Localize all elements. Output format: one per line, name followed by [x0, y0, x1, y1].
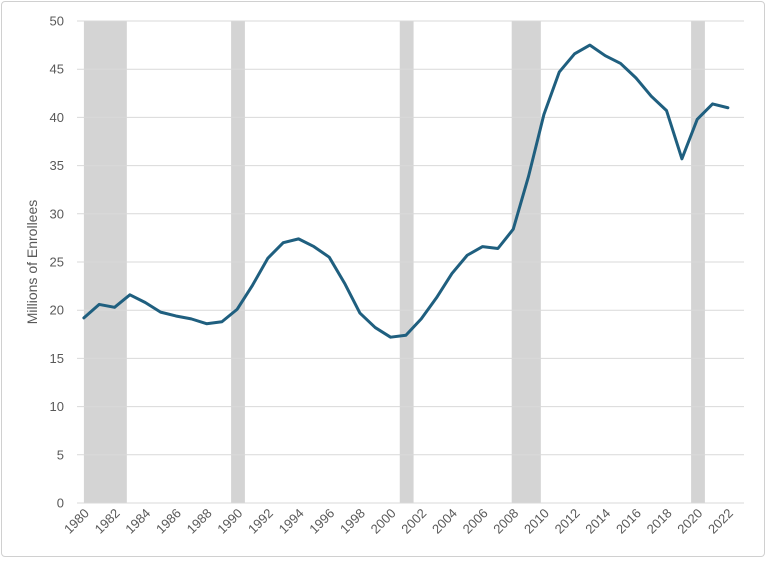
x-tick-label: 2012	[552, 506, 583, 537]
x-tick-label: 1982	[92, 506, 123, 537]
y-tick-label: 15	[50, 351, 64, 366]
x-tick-label: 2010	[521, 506, 552, 537]
y-tick-label: 45	[50, 62, 64, 77]
x-tick-label: 2002	[398, 506, 429, 537]
x-tick-label: 1986	[153, 506, 184, 537]
y-tick-label: 30	[50, 206, 64, 221]
x-tick-label: 2016	[613, 506, 644, 537]
x-tick-label: 1990	[214, 506, 245, 537]
x-tick-label: 2008	[490, 506, 521, 537]
x-tick-label: 1996	[306, 506, 337, 537]
x-tick-label: 2022	[705, 506, 736, 537]
y-axis-ticks: 0 5 10 15 20 25 30 35 40 45 50	[50, 14, 64, 511]
x-tick-label: 1988	[184, 506, 215, 537]
y-tick-label: 50	[50, 14, 64, 29]
x-tick-label: 2006	[460, 506, 491, 537]
x-tick-label: 1992	[245, 506, 276, 537]
y-tick-label: 20	[50, 303, 64, 318]
y-tick-label: 25	[50, 255, 64, 270]
x-tick-label: 1980	[61, 506, 92, 537]
x-tick-label: 1998	[337, 506, 368, 537]
x-tick-label: 2020	[674, 506, 705, 537]
y-tick-label: 35	[50, 158, 64, 173]
y-axis-title: Millions of Enrollees	[24, 200, 40, 325]
x-tick-label: 2004	[429, 506, 460, 537]
x-tick-label: 2000	[368, 506, 399, 537]
y-tick-label: 0	[57, 496, 64, 511]
y-tick-label: 10	[50, 399, 64, 414]
x-tick-label: 1994	[276, 506, 307, 537]
x-tick-label: 2018	[644, 506, 675, 537]
x-tick-label: 2014	[582, 506, 613, 537]
y-tick-label: 40	[50, 110, 64, 125]
x-tick-label: 1984	[122, 506, 153, 537]
y-tick-label: 5	[57, 447, 64, 462]
